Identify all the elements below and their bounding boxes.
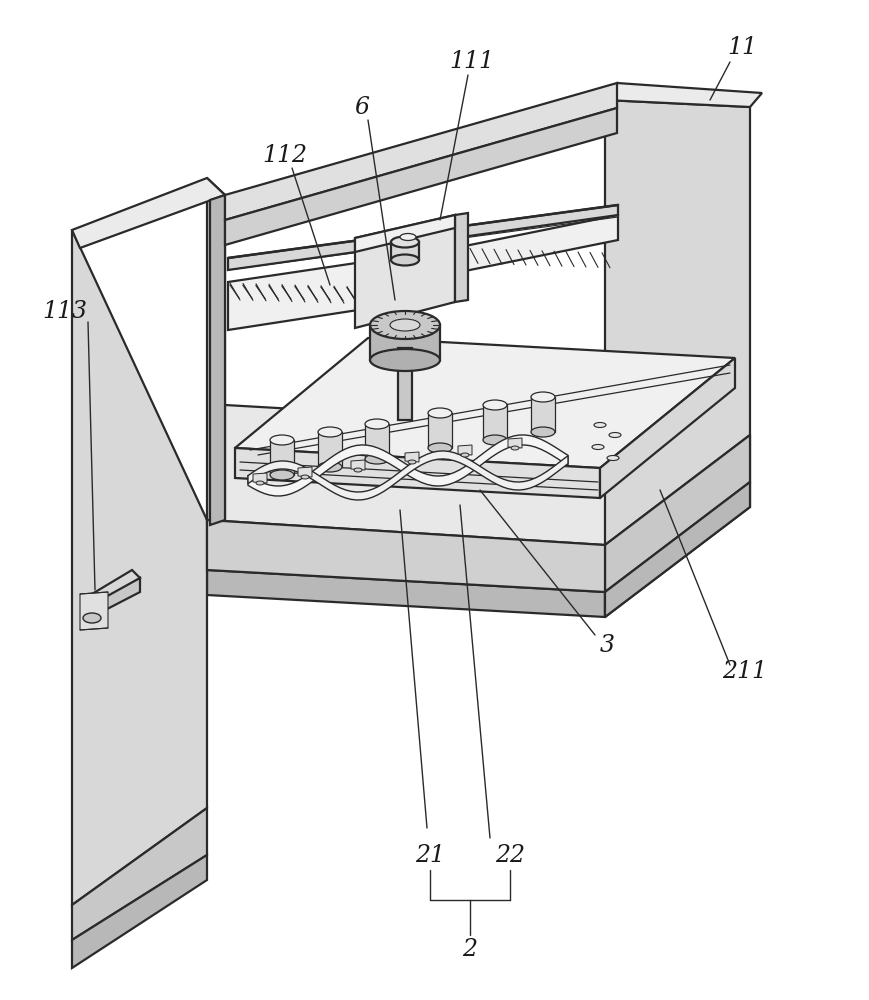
Polygon shape [235,338,735,468]
Ellipse shape [301,475,309,479]
Polygon shape [605,482,750,617]
Ellipse shape [511,446,519,450]
Ellipse shape [400,233,416,240]
Polygon shape [207,178,225,520]
Polygon shape [228,255,410,330]
Polygon shape [428,413,452,448]
Polygon shape [72,855,207,968]
Ellipse shape [391,236,419,247]
Polygon shape [210,195,225,525]
Ellipse shape [370,349,440,371]
Ellipse shape [428,408,452,418]
Polygon shape [355,215,455,328]
Text: 22: 22 [495,844,525,866]
Ellipse shape [428,443,452,453]
Polygon shape [228,205,618,270]
Polygon shape [225,83,617,220]
Text: 211: 211 [722,660,767,684]
Text: 11: 11 [727,36,757,60]
Ellipse shape [408,460,416,464]
Polygon shape [391,242,419,260]
Polygon shape [82,570,140,610]
Polygon shape [235,448,600,498]
Text: 111: 111 [449,50,494,74]
Polygon shape [207,405,750,545]
Polygon shape [605,83,617,125]
Polygon shape [483,405,507,440]
Text: 113: 113 [43,300,88,324]
Ellipse shape [607,456,619,460]
Polygon shape [270,440,294,475]
Polygon shape [72,808,207,940]
Text: 6: 6 [355,96,369,118]
Ellipse shape [83,595,101,605]
Polygon shape [508,438,522,448]
Polygon shape [318,432,342,467]
Ellipse shape [483,400,507,410]
Polygon shape [398,348,412,420]
Polygon shape [207,520,605,592]
Ellipse shape [390,319,420,331]
Polygon shape [600,358,735,498]
Ellipse shape [531,392,555,402]
Ellipse shape [483,435,507,445]
Ellipse shape [318,427,342,437]
Polygon shape [458,445,472,455]
Polygon shape [253,473,267,483]
Polygon shape [605,435,750,592]
Polygon shape [207,570,605,617]
Polygon shape [298,467,312,477]
Polygon shape [605,482,750,617]
Ellipse shape [594,422,606,428]
Polygon shape [370,325,440,360]
Polygon shape [72,178,225,248]
Polygon shape [80,592,108,630]
Ellipse shape [270,435,294,445]
Polygon shape [82,578,140,622]
Ellipse shape [391,254,419,265]
Ellipse shape [83,613,101,623]
Polygon shape [365,424,389,459]
Polygon shape [405,452,419,462]
Polygon shape [605,100,750,545]
Ellipse shape [370,311,440,339]
Polygon shape [531,397,555,432]
Polygon shape [351,460,365,470]
Ellipse shape [531,427,555,437]
Ellipse shape [354,468,362,472]
Ellipse shape [256,481,264,485]
Polygon shape [72,230,207,905]
Polygon shape [83,600,101,618]
Polygon shape [605,83,762,107]
Text: 3: 3 [600,634,614,656]
Polygon shape [225,108,617,245]
Polygon shape [248,451,568,500]
Text: 112: 112 [262,143,308,166]
Polygon shape [605,435,750,592]
Polygon shape [355,215,455,252]
Ellipse shape [592,444,604,450]
Ellipse shape [461,453,469,457]
Text: 2: 2 [462,938,477,962]
Ellipse shape [318,462,342,472]
Polygon shape [455,215,618,273]
Polygon shape [248,435,568,496]
Text: 21: 21 [415,844,445,866]
Ellipse shape [365,419,389,429]
Ellipse shape [609,432,621,438]
Ellipse shape [365,454,389,464]
Polygon shape [455,213,468,302]
Ellipse shape [270,470,294,480]
